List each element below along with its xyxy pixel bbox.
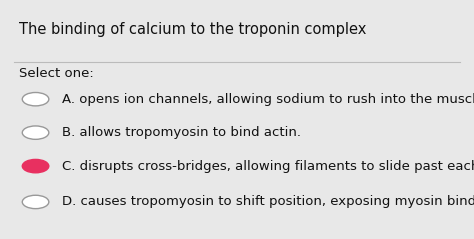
Text: B. allows tropomyosin to bind actin.: B. allows tropomyosin to bind actin.: [62, 126, 301, 139]
Text: Select one:: Select one:: [19, 67, 94, 80]
Circle shape: [22, 92, 49, 106]
Text: The binding of calcium to the troponin complex: The binding of calcium to the troponin c…: [19, 22, 366, 37]
Circle shape: [22, 195, 49, 209]
Text: A. opens ion channels, allowing sodium to rush into the muscl: A. opens ion channels, allowing sodium t…: [62, 93, 474, 106]
Circle shape: [22, 126, 49, 139]
Circle shape: [22, 159, 49, 173]
Text: D. causes tropomyosin to shift position, exposing myosin bind s: D. causes tropomyosin to shift position,…: [62, 196, 474, 208]
Text: C. disrupts cross-bridges, allowing filaments to slide past each: C. disrupts cross-bridges, allowing fila…: [62, 160, 474, 173]
